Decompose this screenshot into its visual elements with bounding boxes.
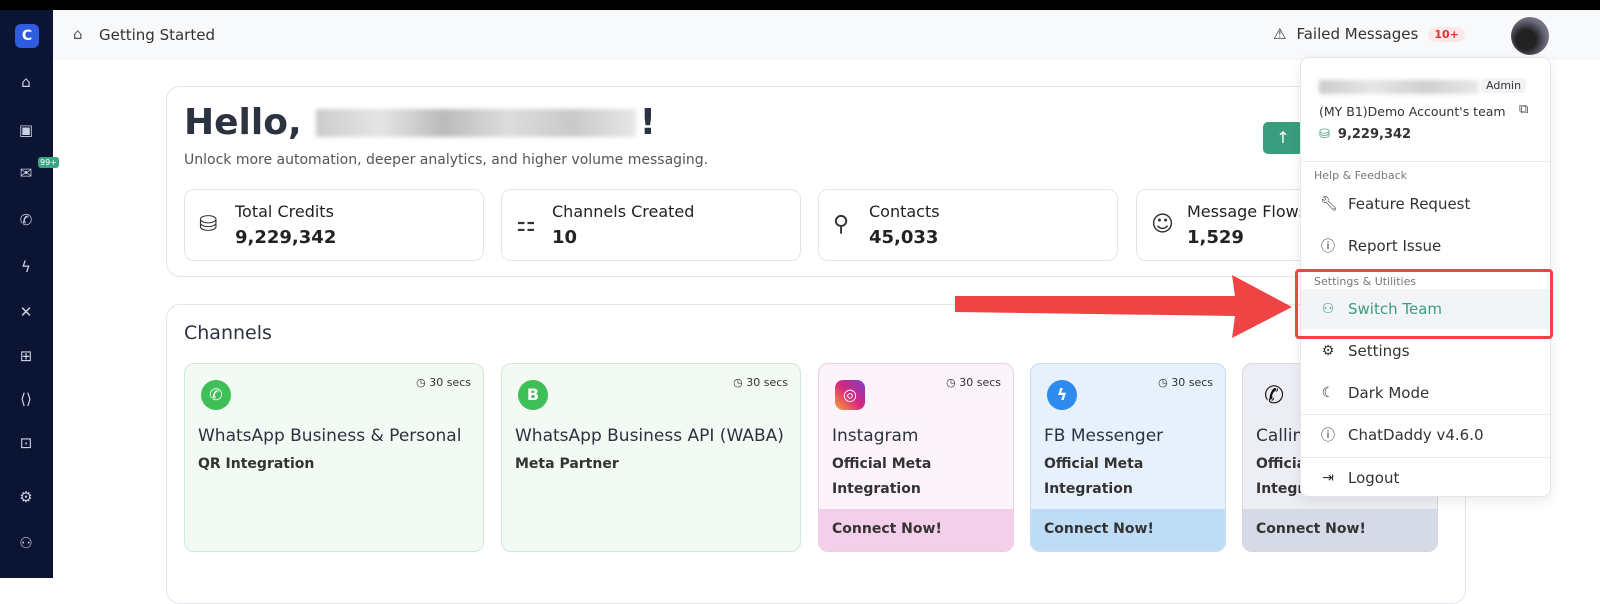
alert-message-icon: ⚠ (1273, 25, 1287, 43)
role-badge: Admin (1481, 78, 1527, 93)
top-bar (0, 0, 1600, 10)
home-icon[interactable]: ⌂ (21, 73, 31, 91)
instagram-icon: ◎ (835, 380, 865, 410)
connect-now-button[interactable]: Connect Now! (1031, 509, 1225, 551)
stat-label: Channels Created (552, 202, 695, 221)
channel-name: Instagram (832, 426, 919, 446)
menu-feature-request[interactable]: 🔧︎ Feature Request (1320, 195, 1471, 213)
section-help: Help & Feedback (1314, 169, 1408, 182)
channel-sub: Meta Partner (515, 456, 619, 472)
user-dropdown-menu: Admin (MY B1)Demo Account's team ⧉ ⛁ 9,22… (1300, 57, 1551, 497)
section-settings: Settings & Utilities (1314, 275, 1417, 288)
highlight-box-annotation (1295, 269, 1553, 339)
app-logo[interactable]: C (15, 24, 39, 48)
inbox-icon[interactable]: ✉ 99+ (19, 157, 59, 182)
time-badge: ◷ 30 secs (1158, 376, 1213, 389)
channel-sub: Official Meta Integration (1044, 456, 1144, 497)
sidebar: C ⌂ ▣ ✉ 99+ ✆ ϟ ✕ ⊞ ⟨⟩ ⊡ ⚙ ⚇ (0, 10, 59, 578)
failed-messages-button[interactable]: ⚠ Failed Messages 10+ (1273, 25, 1465, 43)
menu-settings[interactable]: ⚙ Settings (1321, 342, 1410, 360)
gear-icon: ⚙ (1321, 343, 1335, 359)
header: ⌂ Getting Started ⚠ Failed Messages 10+ (53, 10, 1600, 60)
hello-subtitle: Unlock more automation, deeper analytics… (184, 152, 709, 168)
connect-now-button[interactable]: Connect Now! (1243, 509, 1437, 551)
failed-count-badge: 10+ (1428, 26, 1465, 42)
wrench-icon: 🔧︎ (1320, 196, 1338, 212)
channel-name: WhatsApp Business & Personal (198, 426, 462, 446)
stat-value: 45,033 (869, 227, 939, 248)
time-badge: ◷ 30 secs (416, 376, 471, 389)
channel-fb-messenger[interactable]: ϟ ◷ 30 secs FB Messenger Official Meta I… (1030, 363, 1226, 552)
moon-icon: ☾ (1321, 385, 1335, 401)
copy-icon[interactable]: ⧉ (1519, 102, 1529, 117)
stat-label: Total Credits (235, 202, 334, 221)
stat-label: Contacts (869, 202, 940, 221)
stat-value: 10 (552, 227, 578, 248)
failed-messages-label: Failed Messages (1296, 25, 1419, 43)
avatar[interactable] (1511, 17, 1549, 55)
channel-sub: QR Integration (198, 456, 315, 472)
menu-switch-team[interactable]: ⚇ Switch Team (1301, 289, 1550, 329)
team-name: (MY B1)Demo Account's team (1319, 104, 1506, 119)
blurred-user-name (1319, 80, 1479, 94)
greeting-text: Hello, (184, 102, 302, 143)
channel-name: FB Messenger (1044, 426, 1164, 446)
bag-icon[interactable]: ⊡ (19, 434, 33, 452)
stat-total-credits: ⛁ Total Credits 9,229,342 (184, 189, 484, 261)
channel-whatsapp[interactable]: ✆ ◷ 30 secs WhatsApp Business & Personal… (184, 363, 484, 552)
home-icon[interactable]: ⌂ (73, 25, 83, 43)
user-icon: ⚲ (833, 212, 850, 237)
database-icon: ⛁ (1319, 127, 1330, 142)
alert-circle-icon: ⓘ (1321, 239, 1335, 255)
time-badge: ◷ 30 secs (733, 376, 788, 389)
channel-name: Calling (1256, 426, 1315, 446)
bolt-icon[interactable]: ϟ (21, 258, 31, 276)
tools-icon[interactable]: ✕ (19, 303, 33, 321)
sitemap-icon: ⚏ (516, 212, 536, 237)
whatsapp-icon: ✆ (201, 380, 231, 410)
whatsapp-business-icon: B (518, 380, 548, 410)
gear-icon[interactable]: ⚙ (19, 488, 33, 506)
divider (1301, 161, 1550, 162)
divider (1301, 414, 1550, 415)
stat-contacts: ⚲ Contacts 45,033 (818, 189, 1118, 261)
stat-value: 9,229,342 (235, 227, 337, 248)
database-icon: ⛁ (199, 212, 218, 237)
menu-dark-mode[interactable]: ☾ Dark Mode (1321, 384, 1430, 402)
blurred-name (315, 108, 636, 137)
robot-icon: ☺ (1151, 212, 1174, 237)
stat-channels-created: ⚏ Channels Created 10 (501, 189, 801, 261)
contacts-icon[interactable]: ▣ (18, 121, 34, 139)
channel-waba[interactable]: B ◷ 30 secs WhatsApp Business API (WABA)… (501, 363, 801, 552)
inbox-badge: 99+ (38, 157, 59, 168)
channel-instagram[interactable]: ◎ ◷ 30 secs Instagram Official Meta Inte… (818, 363, 1014, 552)
code-icon[interactable]: ⟨⟩ (20, 390, 32, 408)
ai-chip-icon[interactable]: ⊞ (19, 347, 33, 365)
menu-version: ⓘ ChatDaddy v4.6.0 (1321, 426, 1484, 444)
channel-sub: Official Meta Integration (832, 456, 932, 497)
channels-title: Channels (184, 322, 272, 344)
connect-now-button[interactable]: Connect Now! (819, 509, 1013, 551)
phone-icon[interactable]: ✆ (19, 211, 33, 229)
stat-label: Message Flows (1187, 202, 1308, 221)
menu-report-issue[interactable]: ⓘ Report Issue (1321, 237, 1442, 255)
phone-icon: ✆ (1263, 381, 1285, 409)
greeting: Hello,! (184, 102, 656, 143)
page-title: Getting Started (99, 26, 215, 44)
users-icon: ⚇ (1321, 301, 1335, 317)
divider (1301, 457, 1550, 458)
menu-logout[interactable]: ⇥ Logout (1301, 458, 1550, 498)
stat-value: 1,529 (1187, 227, 1244, 248)
credits: ⛁ 9,229,342 (1319, 127, 1412, 142)
greeting-exclaim: ! (639, 102, 657, 143)
info-icon: ⓘ (1321, 428, 1335, 444)
upgrade-button[interactable]: ↑ (1263, 122, 1303, 154)
time-badge: ◷ 30 secs (946, 376, 1001, 389)
channel-name: WhatsApp Business API (WABA) (515, 426, 784, 446)
red-arrow-annotation (955, 275, 1292, 338)
user-settings-icon[interactable]: ⚇ (19, 534, 33, 552)
logout-icon: ⇥ (1322, 470, 1334, 486)
messenger-icon: ϟ (1047, 380, 1077, 410)
